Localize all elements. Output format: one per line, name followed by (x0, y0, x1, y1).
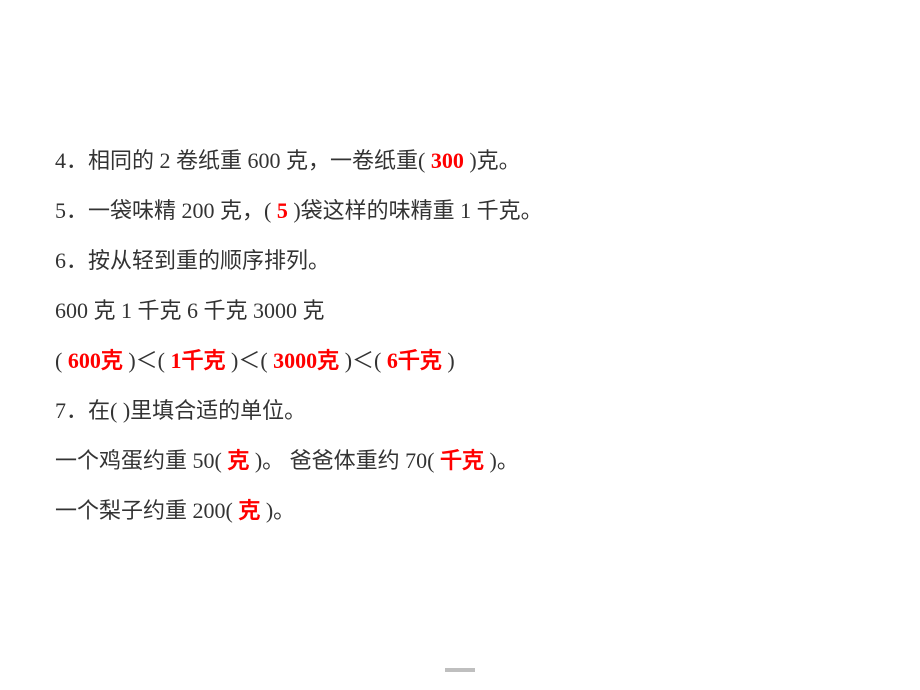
q7-egg-post: )。 (249, 448, 284, 473)
q7-dad-pre: 爸爸体重约 70( (284, 448, 440, 473)
q5-text-post: )袋这样的味精重 1 千克。 (288, 198, 543, 223)
paren-mid-3: )＜( (339, 348, 387, 373)
page-indicator-icon (445, 668, 475, 672)
worksheet-page: 4．相同的 2 卷纸重 600 克，一卷纸重( 300 )克。 5．一袋味精 2… (0, 0, 920, 690)
q7-dad-post: )。 (484, 448, 519, 473)
question-4: 4．相同的 2 卷纸重 600 克，一卷纸重( 300 )克。 (55, 150, 865, 172)
q7-dad-answer: 千克 (440, 448, 484, 473)
q7-egg-pre: 一个鸡蛋约重 50( (55, 448, 227, 473)
question-6-title: 6．按从轻到重的顺序排列。 (55, 250, 865, 272)
q7-pear-post: )。 (260, 498, 295, 523)
paren-close: ) (442, 348, 455, 373)
question-6-items: 600 克 1 千克 6 千克 3000 克 (55, 300, 865, 322)
question-5: 5．一袋味精 200 克，( 5 )袋这样的味精重 1 千克。 (55, 200, 865, 222)
q7-pear-pre: 一个梨子约重 200( (55, 498, 238, 523)
paren-open: ( (55, 348, 68, 373)
q5-answer: 5 (277, 198, 288, 223)
q7-egg-answer: 克 (227, 448, 249, 473)
q4-text-post: )克。 (464, 148, 521, 173)
q6-answer-2: 1千克 (171, 348, 226, 373)
q5-text-pre: 5．一袋味精 200 克，( (55, 198, 277, 223)
q6-answer-4: 6千克 (387, 348, 442, 373)
q7-pear-answer: 克 (238, 498, 260, 523)
question-6-answers: ( 600克 )＜( 1千克 )＜( 3000克 )＜( 6千克 ) (55, 350, 865, 372)
q6-answer-1: 600克 (68, 348, 123, 373)
paren-mid-1: )＜( (123, 348, 171, 373)
question-7-title: 7．在( )里填合适的单位。 (55, 400, 865, 422)
q6-answer-3: 3000克 (273, 348, 339, 373)
q4-answer: 300 (431, 148, 464, 173)
question-7-line2: 一个梨子约重 200( 克 )。 (55, 500, 865, 522)
q4-text-pre: 4．相同的 2 卷纸重 600 克，一卷纸重( (55, 148, 431, 173)
question-7-line1: 一个鸡蛋约重 50( 克 )。 爸爸体重约 70( 千克 )。 (55, 450, 865, 472)
paren-mid-2: )＜( (226, 348, 274, 373)
